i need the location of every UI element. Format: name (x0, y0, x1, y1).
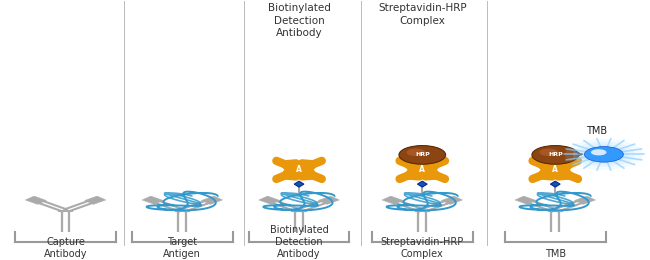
Polygon shape (417, 181, 427, 187)
Text: TMB: TMB (545, 249, 566, 259)
Circle shape (399, 146, 446, 164)
Polygon shape (382, 196, 403, 204)
Circle shape (406, 148, 425, 156)
Text: Capture
Antibody: Capture Antibody (44, 237, 87, 259)
Circle shape (579, 145, 629, 164)
Text: A: A (419, 165, 425, 174)
Circle shape (573, 142, 635, 167)
Polygon shape (318, 196, 339, 204)
Polygon shape (441, 196, 463, 204)
Polygon shape (84, 196, 106, 204)
Text: Target
Antigen: Target Antigen (163, 237, 202, 259)
Circle shape (584, 147, 623, 162)
Polygon shape (515, 196, 536, 204)
Circle shape (540, 148, 558, 156)
Text: A: A (296, 165, 302, 174)
Circle shape (591, 149, 606, 155)
Text: HRP: HRP (548, 152, 563, 157)
Text: HRP: HRP (415, 152, 430, 157)
Polygon shape (142, 196, 163, 204)
Text: TMB: TMB (586, 126, 606, 136)
Polygon shape (551, 181, 560, 187)
Text: A: A (552, 165, 558, 174)
Polygon shape (259, 196, 280, 204)
Text: Streptavidin-HRP
Complex: Streptavidin-HRP Complex (378, 3, 467, 26)
Polygon shape (25, 196, 46, 204)
Text: Biotinylated
Detection
Antibody: Biotinylated Detection Antibody (270, 224, 328, 259)
Text: Biotinylated
Detection
Antibody: Biotinylated Detection Antibody (268, 3, 330, 38)
Polygon shape (294, 181, 304, 187)
Polygon shape (202, 196, 223, 204)
Polygon shape (575, 196, 595, 204)
Text: Streptavidin-HRP
Complex: Streptavidin-HRP Complex (381, 237, 464, 259)
Circle shape (565, 139, 643, 170)
Circle shape (532, 146, 578, 164)
